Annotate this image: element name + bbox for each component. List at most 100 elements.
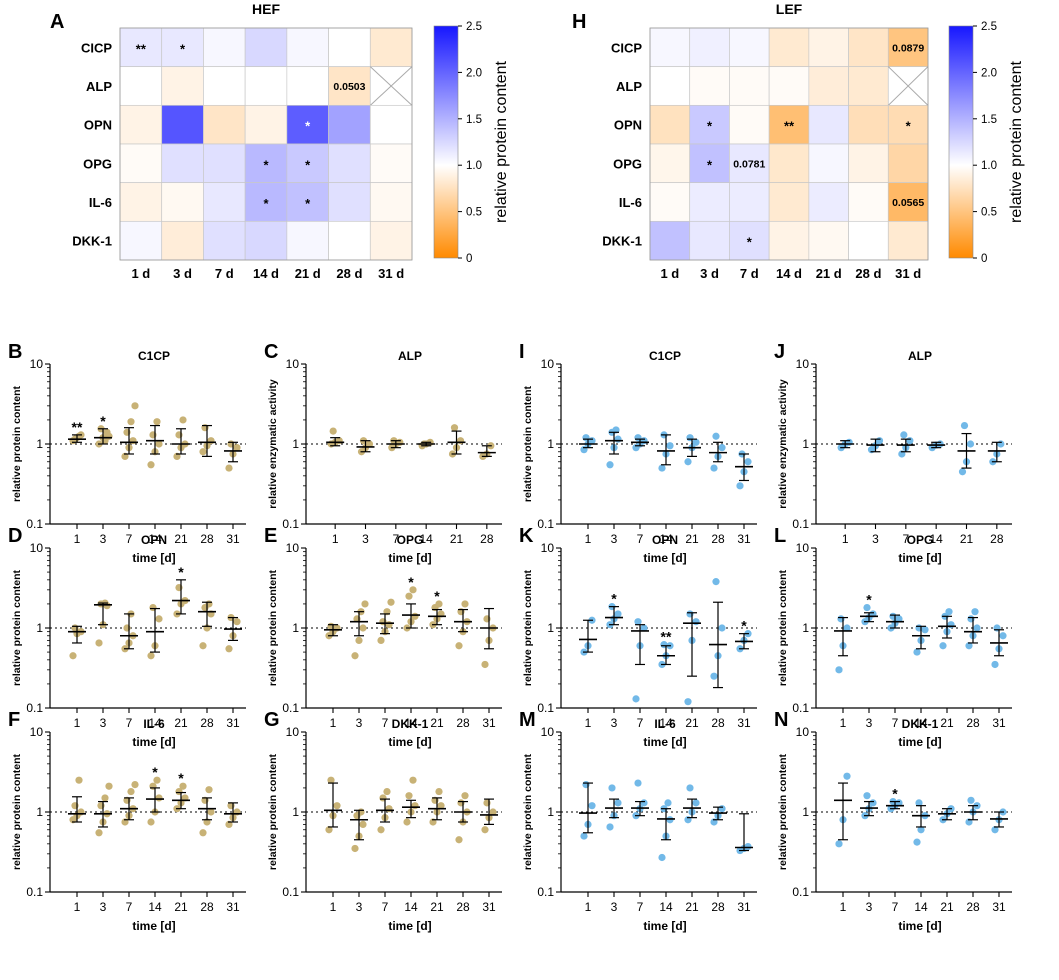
data-point xyxy=(131,402,139,410)
data-point xyxy=(666,816,674,824)
heatmap-cell xyxy=(119,27,163,68)
heatmap-cell xyxy=(808,220,849,261)
x-tick-label: 28 xyxy=(200,532,214,546)
x-tick-label: 7 xyxy=(637,716,644,730)
column-label: 14 d xyxy=(776,266,802,281)
heatmap-title: HEF xyxy=(252,1,280,17)
data-point xyxy=(351,652,359,660)
heatmap-cell xyxy=(848,27,889,68)
panel-letter: I xyxy=(519,341,525,363)
heatmap-cell xyxy=(244,66,288,106)
heatmap-cell xyxy=(119,220,163,261)
x-tick-label: 21 xyxy=(430,716,444,730)
x-tick-label: 28 xyxy=(456,716,470,730)
x-tick-label: 7 xyxy=(382,900,389,914)
data-point xyxy=(973,624,981,632)
y-tick-label: 1 xyxy=(292,437,299,451)
x-tick-label: 1 xyxy=(842,532,849,546)
x-tick-label: 31 xyxy=(737,716,751,730)
heatmap-cell xyxy=(689,66,730,106)
data-point xyxy=(692,438,700,446)
x-tick-label: 14 xyxy=(659,900,673,914)
data-point xyxy=(614,435,622,443)
heatmap-cell xyxy=(328,220,371,261)
data-point xyxy=(403,818,411,826)
significance-mark: * xyxy=(305,119,311,134)
y-tick-label: 0.1 xyxy=(282,517,299,531)
x-tick-label: 21 xyxy=(450,532,464,546)
data-point xyxy=(712,432,720,440)
data-point xyxy=(359,820,367,828)
data-point xyxy=(179,782,187,790)
heatmap-cell xyxy=(887,27,929,68)
plot-title: OPN xyxy=(652,533,678,547)
data-point xyxy=(383,787,391,796)
heatmap-cell xyxy=(286,66,329,106)
x-axis-label: time [d] xyxy=(132,919,175,933)
y-tick-label: 10 xyxy=(796,357,810,371)
dot-plot-d: D OPN 0.1 1 10 relative protein content time [… xyxy=(8,525,246,749)
y-tick-label: 1 xyxy=(547,437,554,451)
heatmap-cell xyxy=(808,66,849,106)
data-point xyxy=(325,826,333,834)
column-label: 21 d xyxy=(816,266,842,281)
row-label: ALP xyxy=(86,79,112,94)
x-tick-label: 3 xyxy=(100,900,107,914)
data-point xyxy=(147,461,155,469)
x-tick-label: 14 xyxy=(659,716,673,730)
y-axis-label: relative protein content xyxy=(777,569,789,686)
heatmap-cell xyxy=(689,27,730,68)
heatmap-cell xyxy=(161,182,204,222)
data-point xyxy=(153,776,161,784)
x-tick-label: 31 xyxy=(992,900,1006,914)
data-point xyxy=(411,612,419,620)
colorbar-tick-label: 0 xyxy=(466,253,472,265)
data-point xyxy=(967,796,975,804)
data-point xyxy=(835,666,843,674)
row-label: DKK-1 xyxy=(602,234,642,249)
x-tick-label: 28 xyxy=(966,900,980,914)
panel-letter: L xyxy=(774,525,786,547)
heatmap-cell xyxy=(768,66,810,106)
heatmap-cell xyxy=(729,27,770,68)
panel-letter: M xyxy=(519,709,536,731)
significance-mark: * xyxy=(611,591,617,607)
significance-mark: ** xyxy=(661,629,672,645)
data-point xyxy=(207,437,215,445)
y-tick-label: 10 xyxy=(796,725,810,739)
data-point xyxy=(710,464,718,472)
x-tick-label: 28 xyxy=(966,716,980,730)
x-tick-label: 21 xyxy=(685,900,699,914)
data-point xyxy=(131,781,139,789)
colorbar-tick-label: 0.5 xyxy=(981,207,997,219)
x-tick-label: 14 xyxy=(148,532,162,546)
data-point xyxy=(147,818,155,826)
data-point xyxy=(614,799,622,807)
data-point xyxy=(481,660,489,669)
data-point xyxy=(179,416,187,424)
x-tick-label: 31 xyxy=(226,716,240,730)
heatmap-cell xyxy=(808,27,849,68)
plot-title: OPG xyxy=(397,533,424,547)
y-tick-label: 10 xyxy=(286,725,300,739)
x-tick-label: 14 xyxy=(914,716,928,730)
heatmap-cell xyxy=(286,27,329,68)
heatmap-cell xyxy=(119,104,163,145)
heatmap-title: LEF xyxy=(776,1,803,17)
x-tick-label: 7 xyxy=(902,532,909,546)
x-tick-label: 3 xyxy=(866,716,873,730)
data-point xyxy=(129,437,137,445)
x-tick-label: 21 xyxy=(174,716,188,730)
y-axis-label: relative protein content xyxy=(522,385,534,502)
data-point xyxy=(377,826,385,834)
data-point xyxy=(95,639,103,647)
heatmap-cell xyxy=(649,104,691,145)
data-point xyxy=(692,618,700,626)
x-tick-label: 28 xyxy=(200,716,214,730)
data-point xyxy=(939,642,947,650)
heatmap-cell xyxy=(689,143,730,184)
data-point xyxy=(588,802,596,810)
x-tick-label: 3 xyxy=(356,716,363,730)
panel-letter: D xyxy=(8,525,22,547)
